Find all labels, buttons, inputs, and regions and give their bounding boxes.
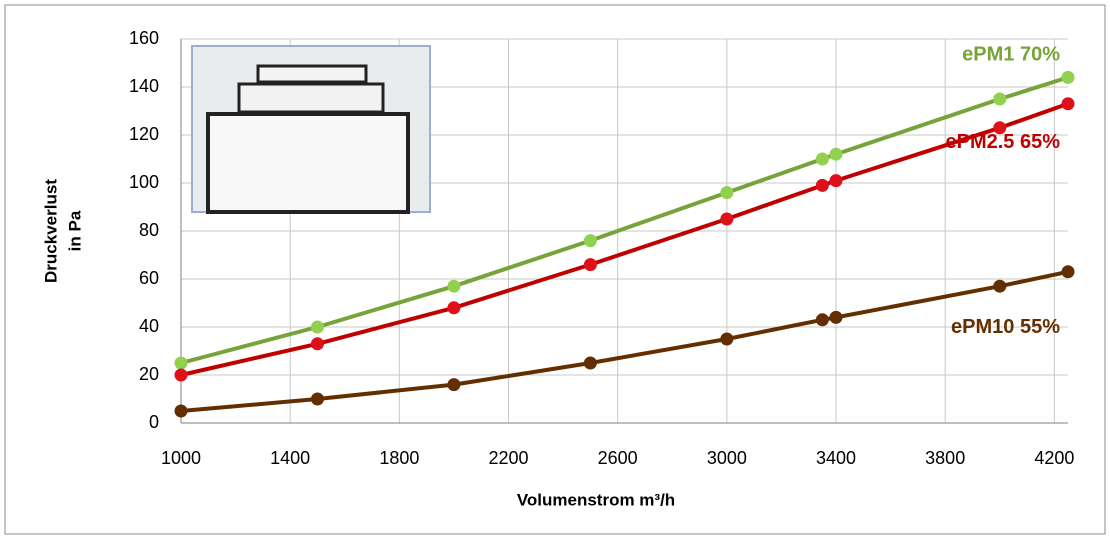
inset-photo [192, 46, 430, 212]
chart: Volumenstrom m³/h Druckverlust in Pa 0 20… [0, 0, 1110, 539]
point [1062, 71, 1075, 84]
point [447, 378, 460, 391]
point [720, 186, 733, 199]
x-tick-label: 3000 [707, 448, 747, 468]
point [720, 213, 733, 226]
point [311, 393, 324, 406]
point [1062, 97, 1075, 110]
point [816, 179, 829, 192]
point [447, 301, 460, 314]
filter-shape [239, 84, 383, 112]
point [175, 369, 188, 382]
filter-shape [258, 66, 366, 82]
point [720, 333, 733, 346]
point [311, 321, 324, 334]
x-tick-label: 1000 [161, 448, 201, 468]
point [311, 337, 324, 350]
point [447, 280, 460, 293]
y-tick-label: 160 [129, 28, 159, 48]
point [584, 258, 597, 271]
point [816, 313, 829, 326]
point [830, 174, 843, 187]
series-label: ePM1 70% [962, 44, 1060, 66]
point [175, 357, 188, 370]
x-axis-label: Volumenstrom m³/h [517, 490, 675, 509]
x-tick-label: 3800 [925, 448, 965, 468]
x-tick-label: 2600 [598, 448, 638, 468]
y-tick-label: 80 [139, 220, 159, 240]
point [816, 153, 829, 166]
y-tick-label: 0 [149, 412, 159, 432]
point [993, 93, 1006, 106]
y-tick-label: 60 [139, 268, 159, 288]
x-tick-label: 3400 [816, 448, 856, 468]
point [175, 405, 188, 418]
point [584, 357, 597, 370]
x-tick-label: 1800 [379, 448, 419, 468]
y-axis-label: Druckverlust [41, 179, 60, 283]
point [584, 234, 597, 247]
point [830, 311, 843, 324]
filter-shape [208, 114, 408, 212]
y-tick-label: 140 [129, 76, 159, 96]
y-tick-label: 20 [139, 364, 159, 384]
y-tick-label: 40 [139, 316, 159, 336]
point [830, 148, 843, 161]
y-tick-label: 100 [129, 172, 159, 192]
point [993, 280, 1006, 293]
y-tick-label: 120 [129, 124, 159, 144]
point [1062, 265, 1075, 278]
series-label: ePM10 55% [951, 316, 1060, 338]
x-tick-label: 2200 [488, 448, 528, 468]
x-tick-label: 4200 [1034, 448, 1074, 468]
y-axis-label: in Pa [65, 210, 84, 251]
x-tick-label: 1400 [270, 448, 310, 468]
series-label: ePM2.5 65% [945, 131, 1060, 153]
